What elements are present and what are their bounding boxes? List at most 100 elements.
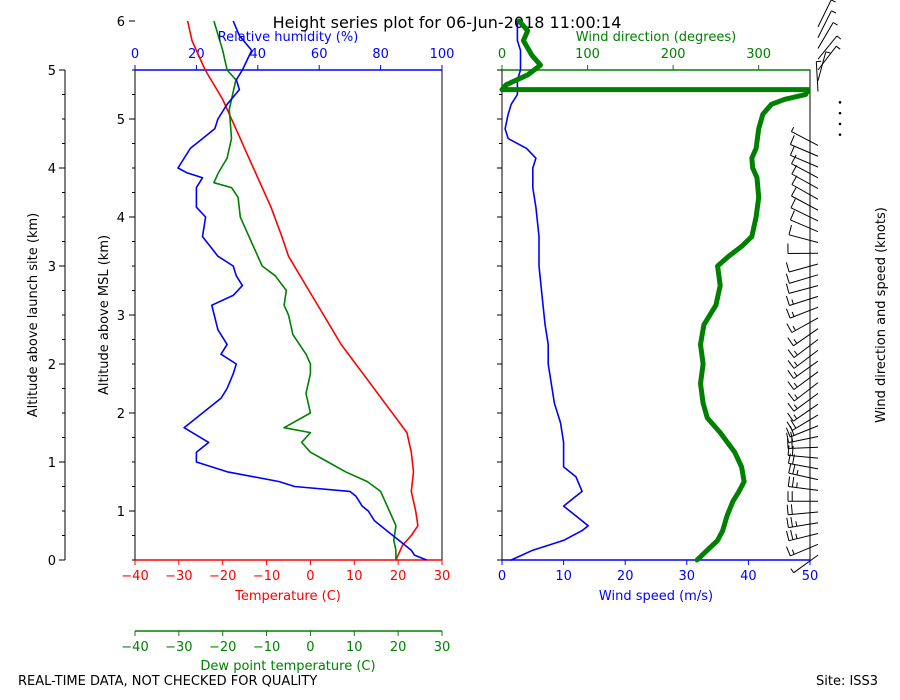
- wind-barb-flag: [791, 186, 797, 197]
- wind-speed-axis-label: Wind speed (m/s): [599, 589, 713, 604]
- wind-barb-flag: [790, 419, 797, 429]
- wind-barb-calm: [838, 122, 842, 126]
- wind-speed-tick-label: 0: [498, 569, 506, 584]
- wind-barb-staff: [815, 61, 819, 92]
- dewpoint-tick-label: 20: [390, 640, 407, 655]
- wind-direction-tick-label: 100: [575, 47, 600, 62]
- temperature-axis-label: Temperature (C): [234, 589, 341, 604]
- altitude-site-tick-label: 1: [48, 456, 56, 471]
- wind-barb-flag: [786, 504, 789, 515]
- altitude-msl-tick-label: 2: [117, 407, 125, 422]
- wind-barb-staff: [793, 360, 819, 379]
- wind-barb-half-flag: [791, 299, 794, 305]
- dewpoint-tick-label: 0: [306, 640, 314, 655]
- wind-barb-staff: [788, 462, 819, 470]
- wind-barb-half-flag: [796, 482, 798, 488]
- chart-title: Height series plot for 06-Jun-2018 11:00…: [273, 13, 622, 32]
- wind-barb-flag: [787, 476, 791, 487]
- altitude-site-tick-label: 2: [48, 358, 56, 373]
- wind-barb-flag: [787, 402, 795, 412]
- wind-barb-flag: [791, 154, 797, 164]
- wind-barb-staff: [793, 392, 819, 412]
- wind-barb-calm: [838, 133, 842, 136]
- dewpoint-tick-label: −10: [253, 640, 280, 655]
- wind-barb-staff: [788, 454, 819, 459]
- wind-barb-half-flag: [794, 350, 798, 356]
- wind-barb-staff: [790, 425, 819, 438]
- wind-barb-staff: [793, 349, 819, 369]
- wind-speed-axis-bottom: 0 10 20 30 40 50: [498, 559, 818, 584]
- wind-barb-half-flag: [794, 361, 798, 367]
- wind-barb-half-flag: [793, 404, 798, 410]
- wind-barb-half-flag: [831, 10, 837, 14]
- wind-barb-flag: [787, 337, 794, 347]
- wind-barb-staff: [791, 195, 819, 211]
- wind-barb-staff: [788, 511, 819, 516]
- wind-barb-staff: [788, 436, 819, 444]
- wind-barb-axis-label: Wind direction and speed (knots): [874, 207, 889, 423]
- wind-barb-staff: [789, 295, 819, 306]
- humidity-tick-label: 40: [250, 47, 267, 62]
- wind-direction-tick-label: 0: [498, 47, 506, 62]
- wind-direction-axis-label: Wind direction (degrees): [576, 30, 736, 45]
- humidity-axis-label: Relative humidity (%): [218, 30, 359, 45]
- wind-barb-half-flag: [796, 469, 799, 476]
- wind-barb-flag: [786, 323, 793, 333]
- wind-barb-flag: [790, 517, 793, 527]
- wind-barb-calm: [838, 101, 842, 104]
- wind-barb-flag: [787, 360, 795, 369]
- wind-barb-staff: [791, 317, 819, 333]
- wind-barb-flag: [791, 175, 798, 185]
- temperature-tick-label: 30: [434, 569, 451, 584]
- altitude-site-label: Altitude above launch site (km): [26, 213, 41, 417]
- temperature-axis-bottom: −40 −30 −20 −10 0 10 20 30: [121, 559, 451, 584]
- wind-barb-flag: [787, 349, 795, 358]
- wind-barb-staff: [817, 51, 827, 81]
- wind-barb-staff: [787, 446, 819, 449]
- wind-direction-line: [499, 18, 811, 563]
- wind-barb-staff: [789, 306, 819, 319]
- wind-speed-tick-label: 30: [679, 569, 696, 584]
- altitude-msl-tick-label: 5: [117, 113, 125, 128]
- temperature-line: [186, 20, 419, 561]
- wind-barb-staff: [788, 522, 819, 529]
- wind-barb-staff: [817, 45, 837, 71]
- dewpoint-tick-label: 10: [346, 640, 363, 655]
- wind-speed-tick-label: 40: [740, 569, 757, 584]
- wind-barb-flag: [785, 283, 790, 294]
- wind-barb-flag: [786, 432, 790, 443]
- site-label: Site: ISS3: [816, 674, 879, 689]
- wind-barb-staff: [793, 339, 819, 358]
- altitude-msl-tick-label: 1: [117, 505, 125, 520]
- temperature-tick-label: 0: [306, 569, 314, 584]
- wind-barb-half-flag: [830, 0, 836, 3]
- wind-barb-staff: [792, 414, 819, 431]
- wind-barb-staff: [793, 403, 819, 422]
- dewpoint-tick-label: 30: [434, 640, 451, 655]
- wind-barb-half-flag: [793, 414, 798, 420]
- quality-disclaimer: REAL-TIME DATA, NOT CHECKED FOR QUALITY: [18, 674, 318, 689]
- wind-barb-flag: [790, 504, 793, 515]
- wind-barb-staff: [817, 0, 832, 28]
- wind-barb-flag: [792, 464, 796, 475]
- wind-speed-tick-label: 10: [555, 569, 572, 584]
- wind-barb-staff: [790, 207, 819, 222]
- altitude-msl-axis: 1 2 3 4 5 6: [117, 15, 135, 561]
- wind-barb-staff: [788, 263, 819, 273]
- wind-barb-half-flag: [791, 549, 795, 555]
- wind-barb-half-flag: [790, 568, 795, 573]
- wind-barb-half-flag: [836, 35, 842, 40]
- wind-barb-staff: [817, 35, 838, 60]
- wind-barb-flag: [785, 262, 790, 273]
- wind-barb-calm: [838, 111, 842, 115]
- wind-barb-flag: [790, 198, 796, 209]
- wind-barb-half-flag: [790, 126, 795, 132]
- altitude-msl-tick-label: 6: [117, 15, 125, 30]
- wind-barb-half-flag: [832, 22, 838, 26]
- wind-barb-flag: [789, 145, 795, 156]
- wind-direction-tick-label: 300: [746, 47, 771, 62]
- wind-barb-flag: [791, 165, 798, 175]
- wind-barb-flag: [785, 273, 790, 284]
- wind-barb-staff: [790, 219, 819, 233]
- wind-barb-flag: [787, 370, 795, 379]
